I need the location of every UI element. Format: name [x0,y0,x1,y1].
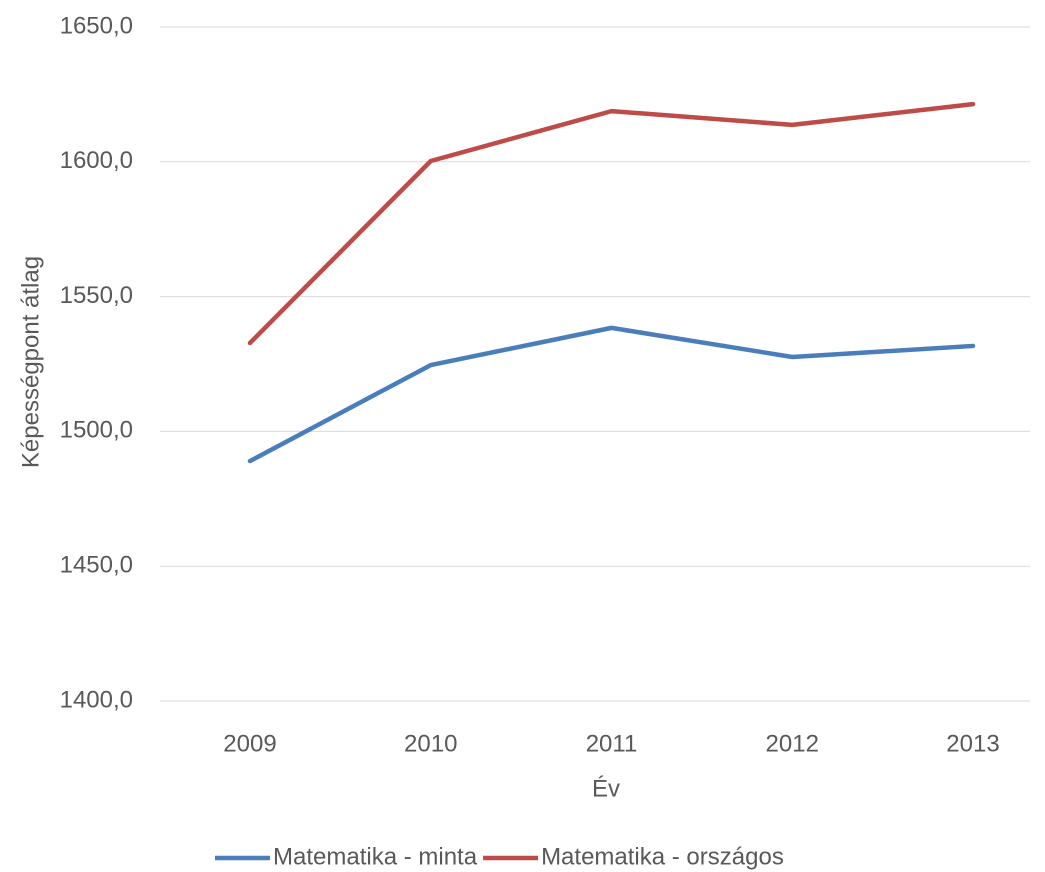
y-tick-label: 1600,0 [60,147,133,174]
x-axis-label: Év [592,775,620,802]
legend-label: Matematika - minta [273,843,478,870]
legend-label: Matematika - országos [541,843,784,870]
line-series [247,101,976,346]
y-tick-label: 1550,0 [60,282,133,309]
x-tick-label: 2013 [946,730,999,757]
y-tick-label: 1500,0 [60,417,133,444]
y-axis-label: Képességpont átlag [17,256,44,468]
y-tick-label: 1650,0 [60,12,133,39]
x-tick-label: 2010 [404,730,457,757]
x-tick-label: 2012 [766,730,819,757]
line-series [247,325,976,464]
y-tick-label: 1400,0 [60,686,133,713]
y-tick-label: 1450,0 [60,552,133,579]
x-tick-label: 2009 [223,730,276,757]
x-tick-label: 2011 [586,730,638,757]
